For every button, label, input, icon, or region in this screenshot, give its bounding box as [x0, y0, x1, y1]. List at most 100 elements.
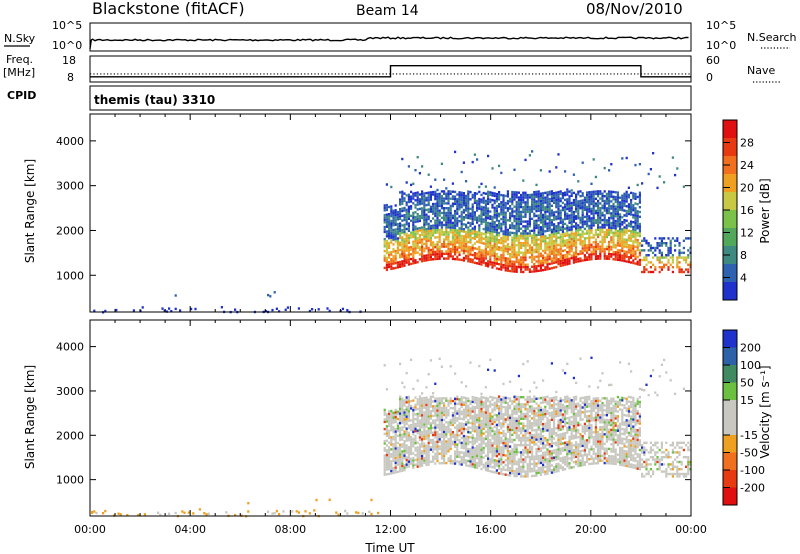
data-cell: [550, 245, 553, 248]
data-cell: [597, 209, 600, 212]
data-cell: [383, 218, 386, 222]
data-cell: [478, 402, 481, 405]
data-cell: [414, 191, 417, 195]
data-cell: [410, 190, 413, 194]
data-cell: [502, 254, 505, 257]
data-cell: [610, 205, 613, 208]
data-cell: [491, 206, 494, 209]
data-cell: [522, 458, 525, 461]
data-cell: [326, 307, 329, 310]
data-cell: [454, 229, 457, 232]
data-cell: [572, 254, 575, 257]
data-cell: [423, 254, 426, 258]
data-cell: [480, 434, 483, 437]
data-cell: [515, 236, 518, 240]
data-cell: [456, 460, 459, 463]
data-cell: [537, 418, 540, 422]
data-cell: [403, 399, 406, 402]
data-cell: [403, 418, 406, 421]
data-cell: [564, 261, 567, 264]
data-cell: [157, 511, 160, 514]
data-cell: [418, 412, 421, 415]
data-cell: [396, 427, 399, 430]
data-cell: [531, 193, 534, 196]
data-cell: [506, 418, 509, 422]
data-cell: [575, 195, 578, 199]
data-cell: [482, 427, 485, 430]
data-cell: [390, 212, 393, 215]
data-cell: [665, 263, 668, 266]
data-cell: [447, 243, 450, 246]
data-cell: [418, 421, 421, 425]
data-cell: [456, 436, 459, 439]
data-cell: [570, 233, 573, 236]
data-cell: [636, 183, 639, 187]
data-cell: [432, 414, 435, 418]
data-cell: [498, 164, 501, 168]
data-cell: [544, 470, 547, 473]
data-cell: [555, 246, 558, 250]
data-cell: [535, 424, 538, 427]
data-cell: [491, 254, 494, 257]
data-cell: [544, 258, 547, 262]
data-cell: [451, 231, 454, 234]
data-cell: [427, 463, 430, 466]
data-cell: [535, 250, 538, 254]
data-cell: [480, 208, 483, 211]
data-cell: [429, 410, 432, 413]
data-cell: [630, 234, 633, 238]
data-cell: [476, 240, 479, 243]
data-cell: [460, 230, 463, 233]
data-cell: [385, 266, 388, 269]
data-cell: [440, 457, 443, 460]
data-cell: [531, 424, 534, 427]
data-cell: [480, 215, 483, 218]
data-cell: [517, 217, 520, 221]
data-cell: [399, 234, 402, 237]
data-cell: [412, 399, 415, 402]
data-cell: [511, 202, 514, 206]
data-cell: [465, 214, 468, 217]
data-cell: [520, 456, 523, 459]
data-cell: [480, 220, 483, 223]
data-cell: [592, 221, 595, 225]
data-cell: [535, 214, 538, 218]
data-cell: [555, 217, 558, 221]
data-cell: [564, 227, 567, 230]
data-cell: [575, 251, 578, 254]
data-cell: [568, 200, 571, 203]
data-cell: [535, 265, 538, 268]
data-cell: [513, 219, 516, 223]
data-cell: [513, 253, 516, 256]
data-cell: [440, 233, 443, 236]
data-cell: [528, 443, 531, 447]
data-cell: [502, 465, 505, 469]
data-cell: [451, 419, 454, 422]
data-cell: [553, 244, 556, 248]
data-cell: [632, 225, 635, 229]
data-cell: [517, 205, 520, 209]
data-cell: [465, 240, 468, 243]
data-cell: [528, 395, 531, 399]
data-cell: [390, 429, 393, 432]
data-cell: [460, 381, 463, 384]
data-cell: [438, 445, 441, 448]
data-cell: [388, 215, 391, 218]
data-cell: [495, 418, 498, 422]
data-cell: [522, 210, 525, 214]
data-cell: [476, 452, 479, 455]
data-cell: [603, 223, 606, 227]
data-cell: [399, 426, 402, 430]
data-cell: [548, 248, 551, 251]
data-cell: [482, 410, 485, 414]
data-cell: [498, 239, 501, 242]
data-cell: [535, 457, 538, 460]
data-cell: [487, 262, 490, 265]
data-cell: [394, 211, 397, 214]
data-cell: [489, 193, 492, 196]
data-cell: [467, 464, 470, 467]
data-cell: [502, 396, 505, 399]
data-cell: [478, 364, 481, 368]
data-cell: [487, 428, 490, 432]
data-cell: [537, 214, 540, 217]
